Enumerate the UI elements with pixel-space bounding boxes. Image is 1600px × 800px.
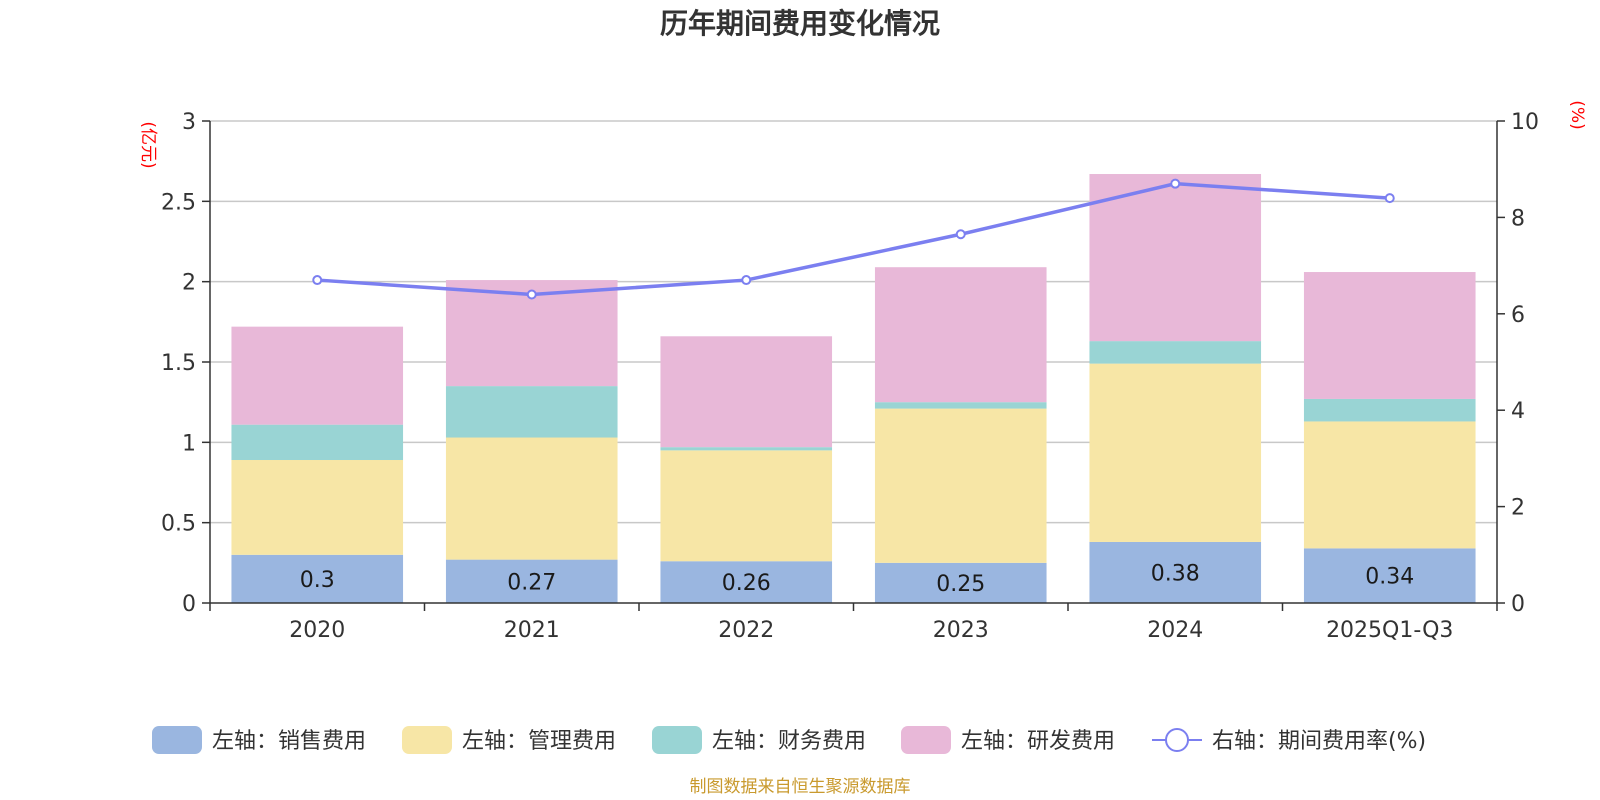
rate-point: [1384, 193, 1395, 204]
rate-point: [741, 275, 752, 286]
bar-segment: [1089, 341, 1262, 364]
data-label: 0.25: [936, 572, 985, 597]
legend-swatch: [402, 726, 452, 754]
legend-swatch: [652, 726, 702, 754]
data-label: 0.38: [1151, 561, 1200, 586]
legend-swatch: [901, 726, 951, 754]
bar-segment: [231, 554, 404, 603]
bar-segment: [445, 437, 618, 560]
left-tick-label: 2: [182, 271, 196, 296]
gridlines: [210, 120, 1497, 524]
data-label: 0.27: [507, 570, 556, 595]
data-label: 0.34: [1365, 565, 1414, 590]
left-tick-label: 2.5: [161, 190, 196, 215]
bar-segment: [231, 326, 404, 425]
bar-segment: [445, 386, 618, 438]
bar-segment: [874, 402, 1047, 409]
bar-segment: [660, 447, 833, 451]
legend-label: 左轴：管理费用: [462, 729, 616, 754]
left-tick-label: 1: [182, 431, 196, 456]
bar-segment: [874, 562, 1047, 603]
left-tick-label: 3: [182, 110, 196, 135]
data-label: 0.26: [722, 571, 771, 596]
x-tick-label: 2025Q1-Q3: [1326, 618, 1453, 643]
x-tick-label: 2023: [933, 618, 989, 643]
source-note: 制图数据来自恒生聚源数据库: [690, 777, 911, 797]
right-tick-label: 0: [1511, 592, 1525, 617]
bar-segment: [660, 561, 833, 603]
left-tick-label: 0: [182, 592, 196, 617]
rate-line-layer: [312, 178, 1395, 300]
x-tick-label: 2022: [718, 618, 774, 643]
right-tick-label: 10: [1511, 110, 1539, 135]
right-tick-label: 2: [1511, 496, 1525, 521]
bar-segment: [445, 559, 618, 603]
legend-swatch-marker: [1165, 728, 1189, 752]
bar-segment: [874, 267, 1047, 403]
rate-point: [312, 275, 323, 286]
left-axis-unit: (亿元): [138, 121, 158, 168]
bar-segment: [660, 450, 833, 562]
bar-segment: [231, 424, 404, 461]
bar-segment: [1303, 548, 1476, 603]
right-tick-label: 4: [1511, 399, 1525, 424]
bar-segment: [874, 408, 1047, 563]
x-tick-label: 2024: [1147, 618, 1203, 643]
legend-label: 左轴：销售费用: [212, 729, 366, 754]
rate-line: [317, 181, 1390, 297]
data-label: 0.3: [300, 568, 335, 593]
legend-label: 右轴：期间费用率(%): [1212, 729, 1426, 754]
right-tick-label: 8: [1511, 206, 1525, 231]
bar-segment: [1303, 272, 1476, 399]
bar-segment: [660, 336, 833, 448]
axes: 0 0.5 1 1.5 2 2.5 3 0 2 4 6 8 10 2020 2021 2022 2023 2024…: [161, 110, 1539, 643]
left-tick-label: 1.5: [161, 351, 196, 376]
legend-swatch: [152, 726, 202, 754]
chart-title: 历年期间费用变化情况: [660, 7, 940, 40]
legend-label: 左轴：财务费用: [712, 729, 866, 754]
bar-segment: [1089, 541, 1262, 603]
bar-layer: 0.3 0.27 0.26 0.25 0.38 0.34: [231, 174, 1476, 603]
x-tick-label: 2020: [289, 618, 345, 643]
legend-label: 左轴：研发费用: [961, 729, 1115, 754]
right-axis-unit: (%): [1567, 100, 1587, 129]
bar-segment: [1303, 421, 1476, 549]
legend[interactable]: 左轴：销售费用 左轴：管理费用 左轴：财务费用 左轴：研发费用 右轴：期间费用率(%): [152, 726, 1426, 754]
bar-segment: [231, 460, 404, 555]
rate-point: [526, 289, 537, 300]
rate-point: [1170, 178, 1181, 189]
bar-segment: [1089, 174, 1262, 342]
bar-segment: [1303, 398, 1476, 422]
rate-point: [955, 229, 966, 240]
left-tick-label: 0.5: [161, 512, 196, 537]
right-tick-label: 6: [1511, 303, 1525, 328]
x-tick-label: 2021: [504, 618, 560, 643]
bar-segment: [1089, 363, 1262, 542]
